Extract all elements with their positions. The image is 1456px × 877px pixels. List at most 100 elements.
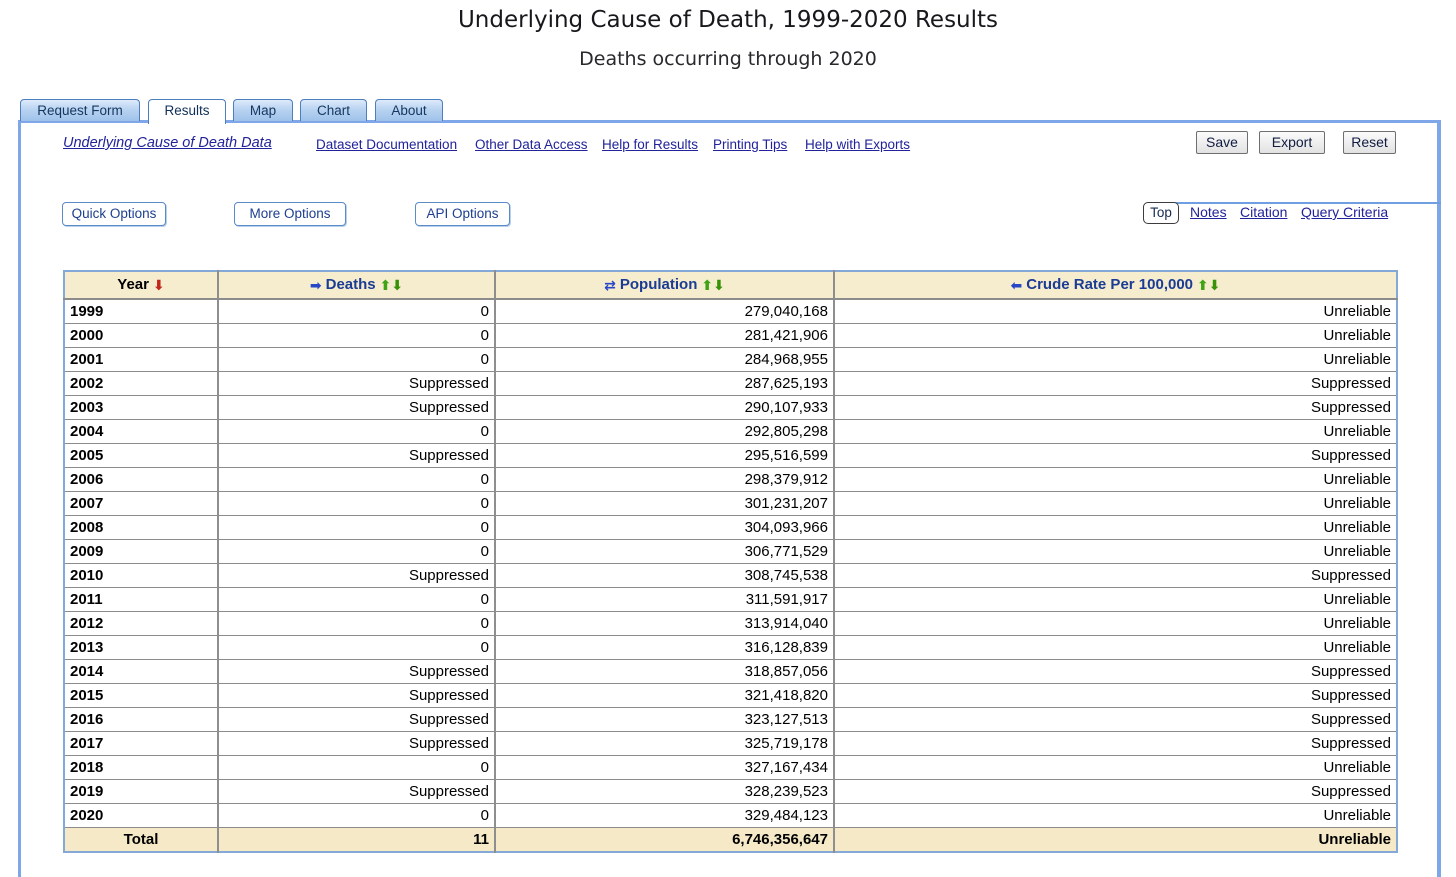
year-cell: 2007 <box>64 490 218 515</box>
sort-year-descending-icon[interactable]: ⬇ <box>152 278 165 294</box>
table-row: 2019 Suppressed 328,239,523 Suppressed <box>64 778 1397 803</box>
year-cell: 2004 <box>64 418 218 443</box>
year-cell: 1999 <box>64 298 218 323</box>
population-cell: 321,418,820 <box>494 682 834 707</box>
year-cell: 2018 <box>64 754 218 779</box>
deaths-cell: 0 <box>217 490 495 515</box>
population-column-header: ⇄ Population ⬆⬇ <box>494 271 834 300</box>
population-cell: 327,167,434 <box>494 754 834 779</box>
crude-rate-cell: Unreliable <box>833 322 1397 347</box>
dataset-title-link[interactable]: Underlying Cause of Death Data <box>63 135 272 151</box>
tab-results[interactable]: Results <box>148 99 226 124</box>
year-cell: 2010 <box>64 562 218 587</box>
deaths-cell: 0 <box>217 418 495 443</box>
crude-rate-cell: Unreliable <box>833 514 1397 539</box>
year-cell: 2013 <box>64 634 218 659</box>
dataset-documentation-link[interactable]: Dataset Documentation <box>316 137 458 152</box>
table-row: 2018 0 327,167,434 Unreliable <box>64 754 1397 779</box>
other-data-access-link[interactable]: Other Data Access <box>475 137 588 152</box>
year-cell: 2014 <box>64 658 218 683</box>
citation-link[interactable]: Citation <box>1240 204 1288 220</box>
help-with-exports-link[interactable]: Help with Exports <box>805 137 911 152</box>
table-row: 2014 Suppressed 318,857,056 Suppressed <box>64 658 1397 683</box>
year-cell: 2015 <box>64 682 218 707</box>
year-cell: 2019 <box>64 778 218 803</box>
notes-link[interactable]: Notes <box>1190 204 1227 220</box>
printing-tips-link[interactable]: Printing Tips <box>713 137 788 152</box>
crude-rate-header-label: Crude Rate Per 100,000 <box>1026 276 1194 293</box>
tab-about[interactable]: About <box>375 99 443 121</box>
year-cell: 2001 <box>64 346 218 371</box>
year-cell: 2003 <box>64 394 218 419</box>
population-cell: 328,239,523 <box>494 778 834 803</box>
move-column-left-icon[interactable]: ⬅ <box>1010 278 1023 294</box>
deaths-cell: Suppressed <box>217 370 495 395</box>
population-cell: 308,745,538 <box>494 562 834 587</box>
year-cell: 2005 <box>64 442 218 467</box>
tab-chart[interactable]: Chart <box>300 99 367 121</box>
deaths-cell: 0 <box>217 538 495 563</box>
deaths-header-label: Deaths <box>325 276 376 293</box>
crude-rate-cell: Unreliable <box>833 754 1397 779</box>
total-label-cell: Total <box>64 826 218 852</box>
sort-ascending-icon[interactable]: ⬆ <box>701 278 714 294</box>
api-options-button[interactable]: API Options <box>415 202 510 226</box>
table-row: 2011 0 311,591,917 Unreliable <box>64 586 1397 611</box>
table-row: 2005 Suppressed 295,516,599 Suppressed <box>64 442 1397 467</box>
crude-rate-cell: Suppressed <box>833 394 1397 419</box>
population-header-label: Population <box>619 276 698 293</box>
population-cell: 306,771,529 <box>494 538 834 563</box>
deaths-cell: 0 <box>217 322 495 347</box>
table-row: 2020 0 329,484,123 Unreliable <box>64 802 1397 827</box>
deaths-cell: 0 <box>217 634 495 659</box>
deaths-cell: Suppressed <box>217 394 495 419</box>
export-button[interactable]: Export <box>1259 131 1325 154</box>
crude-rate-cell: Unreliable <box>833 466 1397 491</box>
top-button[interactable]: Top <box>1143 202 1179 224</box>
swap-columns-icon[interactable]: ⇄ <box>604 278 616 294</box>
move-column-right-icon[interactable]: ➡ <box>309 278 322 294</box>
page-border-right <box>1437 120 1441 877</box>
table-row: 2012 0 313,914,040 Unreliable <box>64 610 1397 635</box>
sort-ascending-icon[interactable]: ⬆ <box>379 278 392 294</box>
results-table: Year ⬇ ➡ Deaths ⬆⬇ ⇄ Population ⬆⬇ ⬅ Crude Rat… <box>63 270 1398 853</box>
year-column-header: Year ⬇ <box>64 271 218 300</box>
deaths-cell: 0 <box>217 610 495 635</box>
table-row: 2004 0 292,805,298 Unreliable <box>64 418 1397 443</box>
tab-request-form[interactable]: Request Form <box>20 99 140 121</box>
population-cell: 318,857,056 <box>494 658 834 683</box>
sort-descending-icon[interactable]: ⬇ <box>391 278 404 294</box>
year-cell: 2009 <box>64 538 218 563</box>
query-criteria-link[interactable]: Query Criteria <box>1301 204 1389 220</box>
sort-descending-icon[interactable]: ⬇ <box>713 278 725 294</box>
year-cell: 2016 <box>64 706 218 731</box>
year-header-label: Year <box>117 276 149 293</box>
help-for-results-link[interactable]: Help for Results <box>602 137 699 152</box>
tab-bar: Request Form Results Map Chart About <box>20 99 443 124</box>
population-cell: 287,625,193 <box>494 370 834 395</box>
sort-descending-icon[interactable]: ⬇ <box>1208 278 1221 294</box>
table-row: 2013 0 316,128,839 Unreliable <box>64 634 1397 659</box>
reset-button[interactable]: Reset <box>1343 131 1396 154</box>
save-button[interactable]: Save <box>1196 131 1248 154</box>
crude-rate-cell: Suppressed <box>833 730 1397 755</box>
deaths-cell: Suppressed <box>217 442 495 467</box>
table-row: 2008 0 304,093,966 Unreliable <box>64 514 1397 539</box>
sort-ascending-icon[interactable]: ⬆ <box>1197 278 1209 294</box>
deaths-cell: Suppressed <box>217 730 495 755</box>
more-options-button[interactable]: More Options <box>234 202 346 226</box>
table-row: 2000 0 281,421,906 Unreliable <box>64 322 1397 347</box>
crude-rate-cell: Suppressed <box>833 562 1397 587</box>
population-cell: 301,231,207 <box>494 490 834 515</box>
deaths-cell: 0 <box>217 346 495 371</box>
population-cell: 292,805,298 <box>494 418 834 443</box>
year-cell: 2008 <box>64 514 218 539</box>
crude-rate-cell: Unreliable <box>833 634 1397 659</box>
crude-rate-cell: Unreliable <box>833 586 1397 611</box>
table-row: 2009 0 306,771,529 Unreliable <box>64 538 1397 563</box>
quick-options-button[interactable]: Quick Options <box>62 202 166 226</box>
tab-underline <box>18 120 1441 123</box>
top-separator-line <box>1158 202 1441 204</box>
total-deaths-cell: 11 <box>217 826 495 852</box>
tab-map[interactable]: Map <box>233 99 293 121</box>
